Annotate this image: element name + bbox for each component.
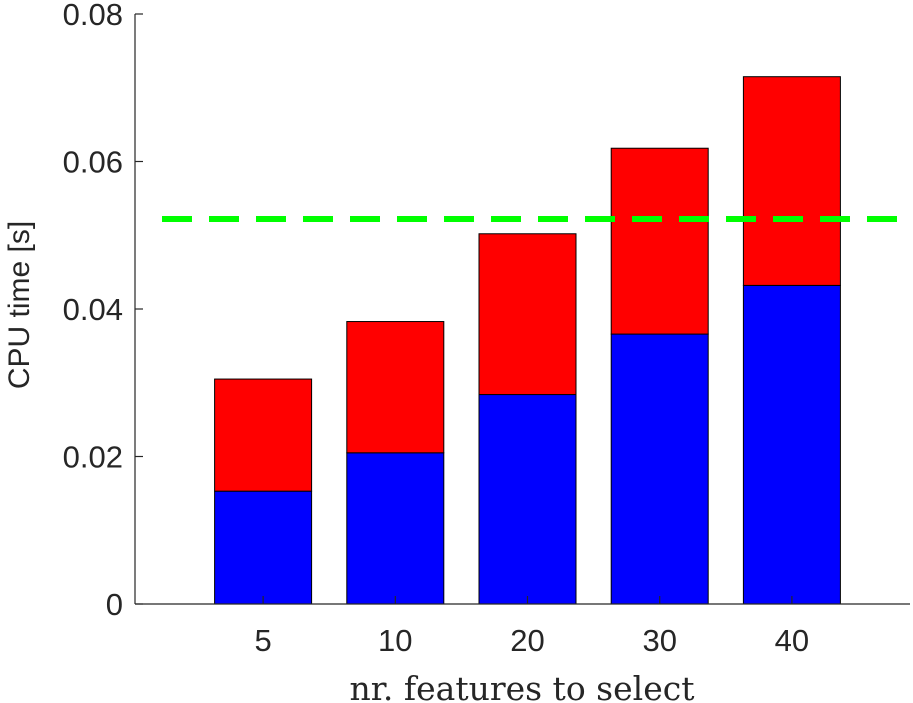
y-tick-label: 0.04 [63, 292, 123, 327]
bar-30-series-2 [610, 147, 709, 335]
labels-group: nr. features to select CPU time [s] [3, 221, 694, 703]
bar-5-series-2 [214, 378, 313, 492]
bar-10-series-2 [346, 321, 445, 454]
y-tick-label: 0.02 [63, 440, 123, 475]
y-tick-label: 0.06 [63, 145, 123, 180]
x-axis-label: nr. features to select [350, 669, 695, 703]
bar-30-series-1 [610, 333, 709, 605]
y-tick-label: 0 [106, 587, 123, 622]
x-tick-label: 5 [254, 623, 271, 658]
y-tick-label: 0.08 [63, 0, 123, 32]
y-axis-label: CPU time [s] [3, 221, 36, 389]
x-tick-label: 30 [642, 623, 676, 658]
bars-group [214, 76, 841, 605]
axes-group: 0 0.02 0.04 0.06 0.08 5 10 20 30 40 [63, 0, 910, 658]
bar-20-series-1 [478, 394, 577, 605]
bar-40-series-1 [742, 284, 841, 605]
bar-5-series-1 [214, 490, 313, 605]
x-tick-label: 40 [775, 623, 809, 658]
x-tick-label: 10 [378, 623, 412, 658]
bar-20-series-2 [478, 233, 577, 396]
bar-10-series-1 [346, 452, 445, 605]
x-tick-label: 20 [510, 623, 544, 658]
bar-40-series-2 [742, 76, 841, 286]
